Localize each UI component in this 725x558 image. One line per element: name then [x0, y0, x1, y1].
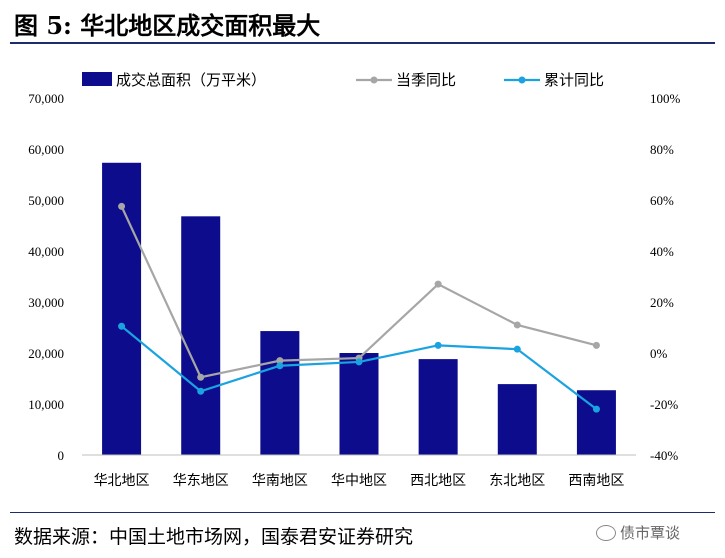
- right-tick-label: 0%: [650, 346, 668, 361]
- cumulative-yoy-point: [276, 362, 284, 370]
- bar: [576, 390, 616, 455]
- figure-title: 图 5: 华北地区成交面积最大: [14, 11, 321, 40]
- x-tick-label: 华中地区: [331, 473, 387, 489]
- bar: [339, 353, 379, 455]
- legend-swatch-bar: [82, 72, 112, 86]
- x-tick-label: 华南地区: [252, 473, 308, 489]
- source-rule: [10, 512, 715, 513]
- source-note: 数据来源：中国土地市场网，国泰君安证券研究: [14, 526, 414, 548]
- cumulative-yoy-point: [592, 405, 600, 413]
- legend-label-cumulative-yoy: 累计同比: [544, 71, 604, 89]
- watermark-label: 债市覃谈: [620, 524, 681, 542]
- left-tick-label: 10,000: [28, 397, 64, 412]
- bar-series: [102, 162, 616, 455]
- left-tick-label: 70,000: [28, 91, 64, 106]
- legend-marker-cumulative-yoy: [518, 76, 526, 84]
- bar: [102, 162, 142, 455]
- left-tick-label: 60,000: [28, 142, 64, 157]
- cumulative-yoy-point: [355, 358, 363, 366]
- left-tick-label: 20,000: [28, 346, 64, 361]
- current-quarter-yoy-point: [513, 321, 521, 329]
- bar: [497, 384, 537, 455]
- right-tick-label: 20%: [650, 295, 674, 310]
- right-tick-label: -20%: [650, 397, 678, 412]
- cumulative-yoy-point: [513, 345, 521, 353]
- legend-marker-current-yoy: [370, 76, 378, 84]
- x-tick-label: 西北地区: [410, 473, 466, 489]
- x-tick-label: 东北地区: [489, 473, 545, 489]
- right-tick-label: 40%: [650, 244, 674, 259]
- legend-label-bar: 成交总面积（万平米）: [116, 71, 266, 89]
- right-tick-label: 100%: [650, 91, 681, 106]
- right-axis: -40% -20% 0% 20% 40% 60% 80% 100%: [650, 91, 681, 463]
- line-series: [118, 202, 600, 413]
- current-quarter-yoy-point: [276, 357, 284, 365]
- left-tick-label: 0: [58, 448, 65, 463]
- figure-header: 图 5: 华北地区成交面积最大: [0, 0, 725, 44]
- x-tick-label: 华北地区: [94, 473, 150, 489]
- cumulative-yoy-point: [118, 322, 126, 330]
- title-rule: [10, 42, 715, 44]
- right-tick-label: -40%: [650, 448, 678, 463]
- chart: 成交总面积（万平米） 当季同比 累计同比 0 10,000 20,000 30,000 40…: [28, 71, 681, 489]
- x-tick-label: 华东地区: [173, 473, 229, 489]
- left-tick-label: 50,000: [28, 193, 64, 208]
- bar: [418, 359, 458, 455]
- right-tick-label: 80%: [650, 142, 674, 157]
- x-axis: 华北地区 华东地区 华南地区 华中地区 西北地区 东北地区 西南地区: [82, 454, 636, 489]
- cumulative-yoy-point: [434, 341, 442, 349]
- bar: [260, 331, 300, 455]
- watermark: 债市覃谈: [596, 522, 680, 543]
- cumulative-yoy-point: [197, 387, 205, 395]
- bar: [181, 216, 221, 455]
- current-quarter-yoy-point: [434, 280, 442, 288]
- current-quarter-yoy-point: [118, 202, 126, 210]
- left-tick-label: 40,000: [28, 244, 64, 259]
- current-quarter-yoy-point: [592, 341, 600, 349]
- current-quarter-yoy-point: [197, 373, 205, 381]
- left-tick-label: 30,000: [28, 295, 64, 310]
- wechat-icon: [596, 524, 616, 541]
- right-tick-label: 60%: [650, 193, 674, 208]
- legend-label-current-yoy: 当季同比: [396, 71, 456, 89]
- legend: 成交总面积（万平米） 当季同比 累计同比: [82, 71, 604, 89]
- left-axis: 0 10,000 20,000 30,000 40,000 50,000 60,000 70,…: [28, 91, 64, 463]
- x-tick-label: 西南地区: [568, 473, 624, 489]
